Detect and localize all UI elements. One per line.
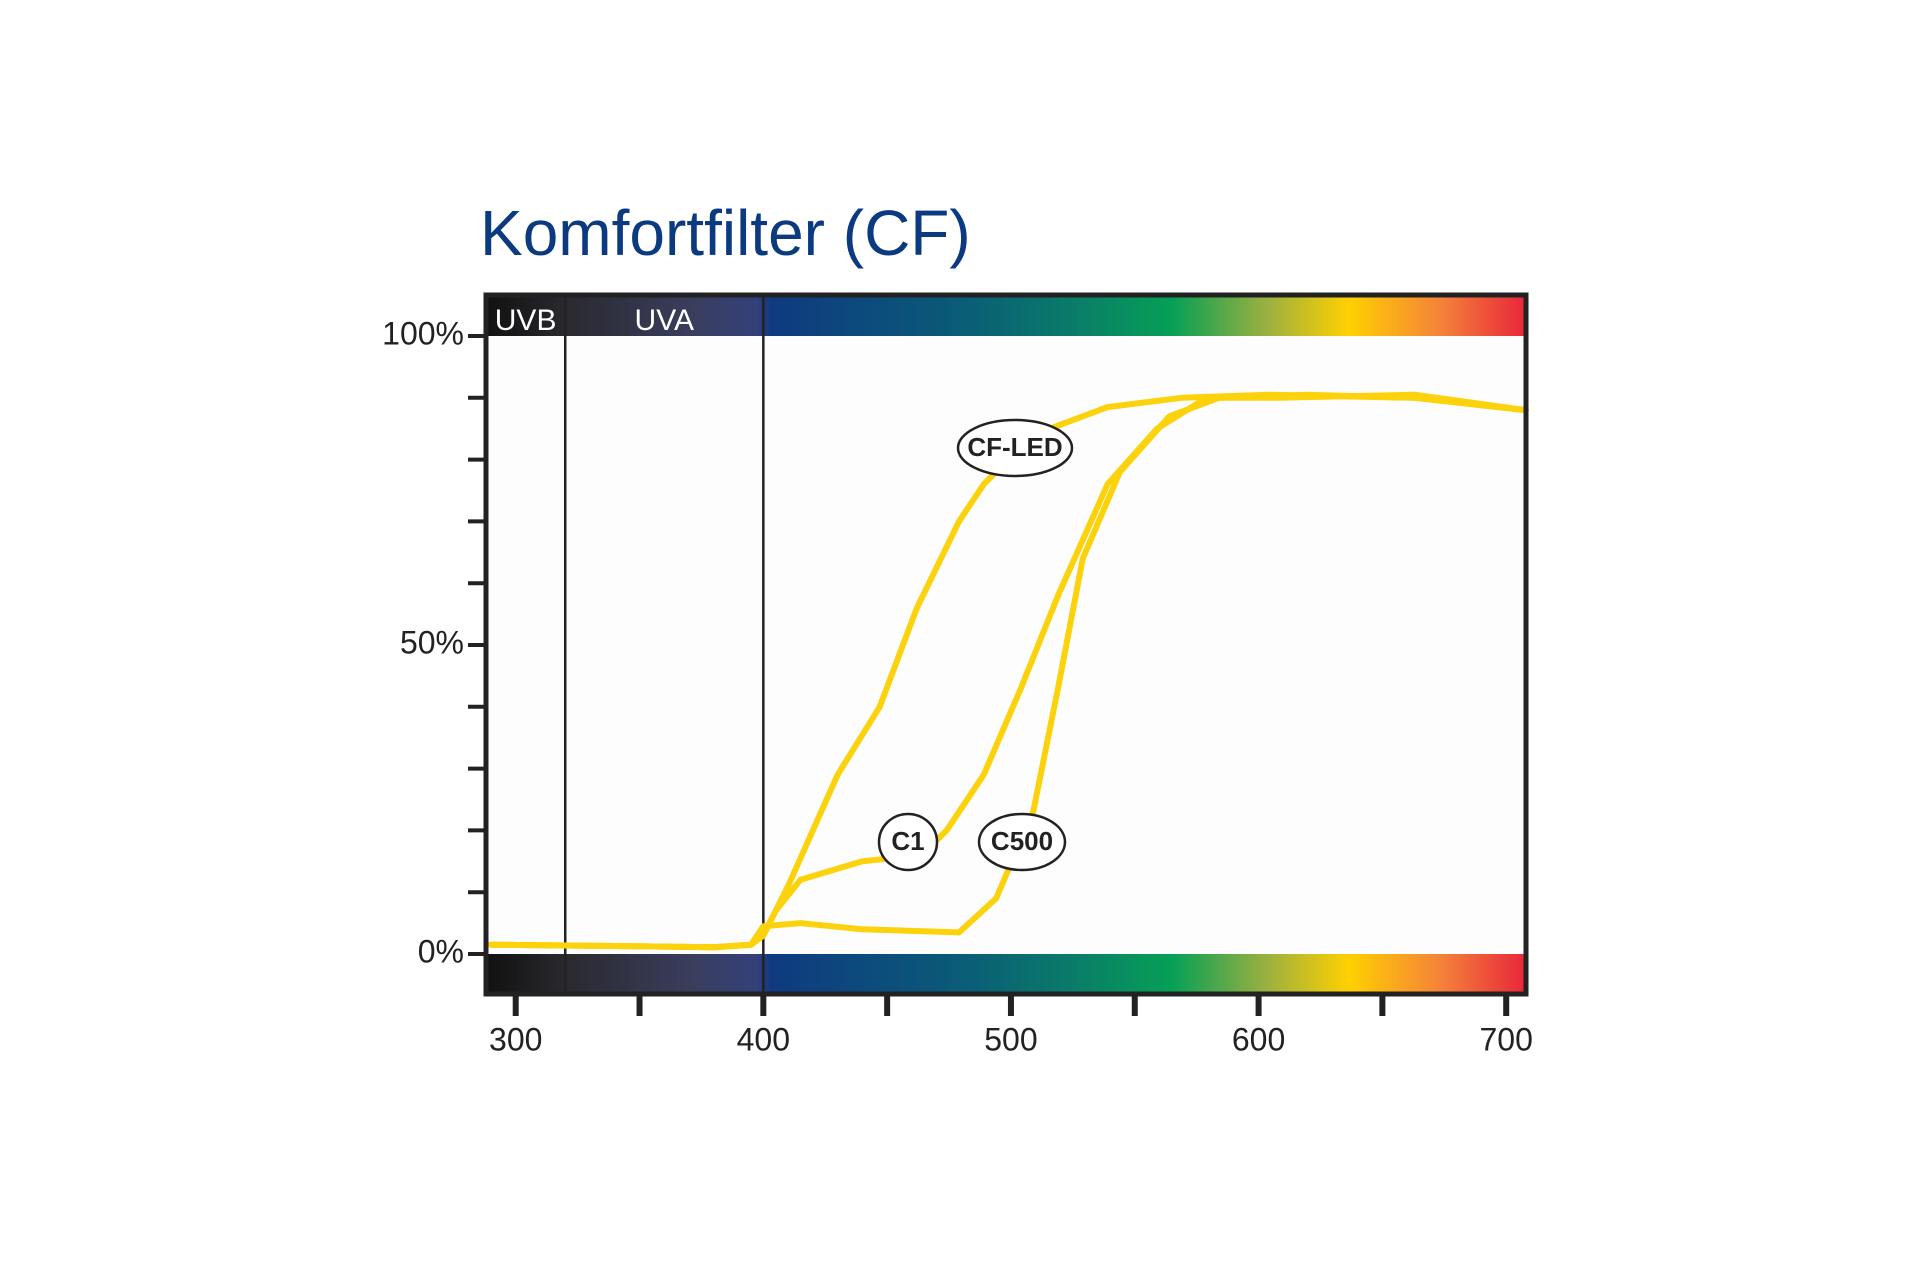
y-tick-label: 0% [418, 933, 464, 969]
x-tick-label: 700 [1479, 1021, 1532, 1057]
x-tick-label: 600 [1232, 1021, 1285, 1057]
series-label-oval [877, 812, 939, 872]
x-tick-label: 300 [489, 1021, 542, 1057]
band-label: UVB [495, 304, 557, 337]
chart-title: Komfortfilter (CF) [480, 197, 971, 269]
spectrum-bar-bottom [486, 954, 1526, 994]
plot-layer: CF-LED C1 C500 [488, 297, 1529, 992]
band-label: UVA [635, 304, 694, 337]
x-tick-label: 500 [984, 1021, 1037, 1057]
y-tick-label: 50% [400, 624, 464, 660]
series-label: CF-LED [967, 432, 1062, 462]
series-label-oval [956, 418, 1074, 478]
x-tick-label: 400 [737, 1021, 790, 1057]
y-tick-label: 100% [382, 315, 464, 351]
series-label-oval [977, 812, 1067, 872]
spectrum-bar-top [486, 295, 1526, 336]
series-label: C1 [891, 826, 924, 856]
series-label: C500 [991, 826, 1053, 856]
